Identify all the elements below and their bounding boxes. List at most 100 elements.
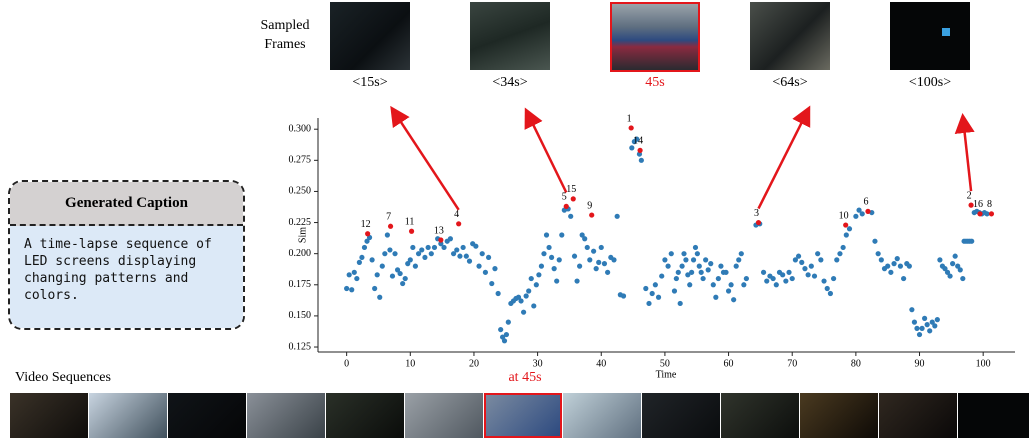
highlight-point <box>570 196 576 202</box>
point <box>741 282 747 288</box>
point <box>897 263 904 269</box>
point <box>646 300 652 307</box>
point <box>718 263 724 269</box>
point <box>906 263 912 269</box>
point-label: 4 <box>454 209 459 220</box>
point-label: 7 <box>386 212 391 223</box>
point <box>634 136 640 142</box>
point <box>673 275 679 282</box>
point <box>909 307 915 313</box>
point <box>541 251 547 257</box>
highlight-point <box>968 202 974 208</box>
video-frame <box>89 393 167 438</box>
point <box>957 267 963 273</box>
point <box>815 251 821 257</box>
point <box>795 253 802 259</box>
point <box>878 257 884 263</box>
video-frame <box>247 393 325 438</box>
x-tick-label: 20 <box>469 358 479 369</box>
highlight-point <box>628 125 634 131</box>
point <box>382 251 388 257</box>
point <box>922 315 928 321</box>
point <box>415 251 422 257</box>
point <box>638 157 644 163</box>
point <box>505 319 511 325</box>
point <box>808 263 814 269</box>
point <box>694 251 700 257</box>
frame-thumbnail <box>330 2 410 70</box>
point <box>559 232 565 238</box>
point <box>894 256 900 262</box>
x-tick-label: 90 <box>915 358 925 369</box>
point <box>818 257 824 263</box>
x-tick-label: 50 <box>660 358 670 369</box>
point <box>531 303 537 309</box>
point <box>536 272 542 278</box>
point <box>725 288 732 294</box>
point <box>685 272 691 278</box>
point <box>571 253 578 259</box>
video-strip <box>10 393 1029 438</box>
point <box>738 251 744 257</box>
point <box>412 263 418 269</box>
highlight-point <box>865 208 871 214</box>
point <box>438 241 444 247</box>
point-label: 6 <box>863 197 868 208</box>
point <box>549 254 555 261</box>
frame-thumbnail <box>470 2 550 70</box>
point-label: 12 <box>361 219 371 230</box>
highlight-point <box>456 221 462 227</box>
point <box>601 261 608 267</box>
point <box>574 278 580 284</box>
point <box>955 263 961 269</box>
point <box>696 263 702 269</box>
point <box>577 263 583 269</box>
point <box>361 244 368 251</box>
point-label: 10 <box>839 210 849 221</box>
point <box>681 251 687 257</box>
point <box>400 280 406 287</box>
x-axis-label: Time <box>656 369 677 380</box>
point <box>677 300 683 307</box>
point <box>614 213 620 219</box>
frame-thumbnail <box>750 2 830 70</box>
arrow <box>954 113 975 192</box>
highlight-point <box>387 223 394 229</box>
point-label: 5 <box>562 192 567 203</box>
video-frame <box>563 393 641 438</box>
point <box>891 261 897 267</box>
point <box>692 244 699 251</box>
point <box>349 287 355 293</box>
highlight-point <box>755 219 762 226</box>
point <box>952 253 958 259</box>
point-label: 2 <box>967 190 972 201</box>
x-tick-label: 60 <box>724 358 734 369</box>
point <box>773 282 779 288</box>
point <box>821 278 827 284</box>
point <box>587 257 593 263</box>
point <box>698 269 704 275</box>
point <box>764 278 770 284</box>
highlight-point <box>365 231 371 237</box>
point <box>629 145 635 151</box>
point <box>551 266 557 272</box>
highlight-point <box>408 228 415 234</box>
point <box>960 275 966 282</box>
point <box>671 288 678 294</box>
point <box>950 261 956 267</box>
frame-label: <34s> <box>492 75 528 90</box>
point <box>708 261 714 267</box>
point <box>783 278 789 284</box>
arrow <box>390 105 460 211</box>
point <box>859 211 865 217</box>
point <box>523 293 529 299</box>
point <box>460 244 466 251</box>
x-tick-label: 70 <box>787 358 797 369</box>
x-tick-label: 0 <box>344 358 349 369</box>
point <box>528 275 534 282</box>
point <box>937 257 943 263</box>
y-tick-label: 0.175 <box>289 279 312 290</box>
point <box>351 269 357 275</box>
point <box>916 331 923 338</box>
video-frame <box>800 393 878 438</box>
